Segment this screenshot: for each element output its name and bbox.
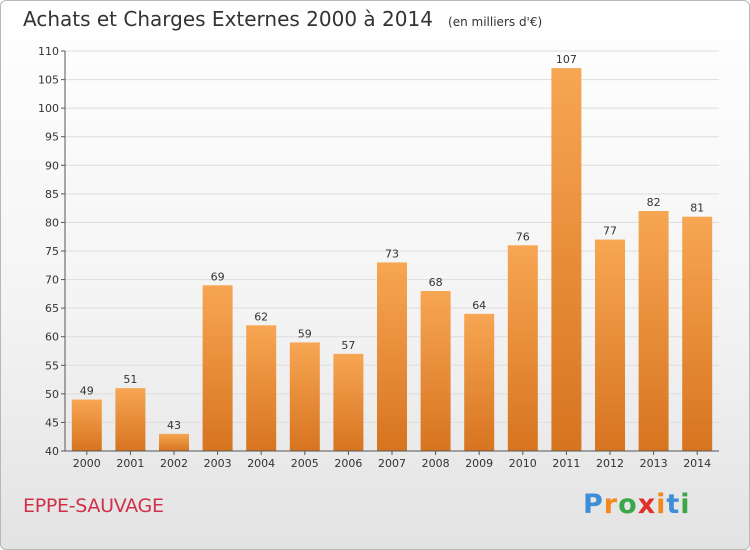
x-tick-label-2011: 2011 — [552, 457, 580, 470]
x-tick-label-2002: 2002 — [160, 457, 188, 470]
value-label-2013: 82 — [647, 196, 661, 209]
value-label-2006: 57 — [341, 339, 355, 352]
y-tick-label-65: 65 — [45, 302, 59, 315]
x-tick-label-2001: 2001 — [116, 457, 144, 470]
x-tick-label-2003: 2003 — [204, 457, 232, 470]
y-tick-label-60: 60 — [45, 331, 59, 344]
bar-2011 — [551, 68, 582, 452]
bar-2012 — [595, 239, 625, 451]
value-label-2014: 81 — [690, 202, 704, 215]
bar-2003 — [202, 285, 233, 451]
y-tick-label-90: 90 — [45, 159, 59, 172]
value-label-2009: 64 — [472, 299, 486, 312]
logo-letter-2: o — [618, 489, 638, 520]
logo-letter-6: i — [680, 489, 691, 520]
logo-letter-4: i — [656, 489, 667, 520]
value-label-2011: 107 — [556, 53, 577, 66]
x-tick-label-2009: 2009 — [465, 457, 493, 470]
logo-letter-0: P — [583, 489, 604, 520]
bar-2008 — [420, 291, 451, 451]
y-tick-label-100: 100 — [38, 102, 59, 115]
y-tick-label-85: 85 — [45, 188, 59, 201]
y-tick-label-110: 110 — [38, 45, 59, 58]
y-tick-label-80: 80 — [45, 216, 59, 229]
y-tick-label-40: 40 — [45, 445, 59, 458]
value-label-2004: 62 — [254, 310, 268, 323]
bar-2005 — [289, 342, 320, 451]
y-tick-label-50: 50 — [45, 388, 59, 401]
value-label-2000: 49 — [80, 385, 94, 398]
bar-2000 — [71, 399, 102, 451]
bar-2006 — [333, 353, 364, 451]
logo-letter-5: t — [666, 489, 681, 520]
x-tick-label-2014: 2014 — [683, 457, 711, 470]
y-tick-label-55: 55 — [45, 359, 59, 372]
bar-2013 — [638, 211, 669, 451]
municipality-name: EPPE-SAUVAGE — [23, 495, 164, 517]
value-label-2010: 76 — [516, 230, 530, 243]
x-tick-label-2010: 2010 — [509, 457, 537, 470]
y-tick-label-70: 70 — [45, 274, 59, 287]
y-tick-label-45: 45 — [45, 416, 59, 429]
chart-subtitle: (en milliers d'€) — [448, 15, 543, 29]
logo-letter-1: r — [603, 489, 619, 520]
x-tick-label-2012: 2012 — [596, 457, 624, 470]
bar-2001 — [115, 388, 146, 451]
value-label-2002: 43 — [167, 419, 181, 432]
x-tick-label-2013: 2013 — [640, 457, 668, 470]
x-tick-label-2000: 2000 — [73, 457, 101, 470]
proxiti-logo: Proxiti — [583, 489, 691, 520]
title-row: Achats et Charges Externes 2000 à 2014 (… — [23, 7, 542, 31]
value-label-2008: 68 — [429, 276, 443, 289]
x-tick-label-2004: 2004 — [247, 457, 275, 470]
chart-title: Achats et Charges Externes 2000 à 2014 — [23, 7, 433, 31]
x-tick-label-2005: 2005 — [291, 457, 319, 470]
value-label-2012: 77 — [603, 225, 617, 238]
value-label-2007: 73 — [385, 247, 399, 260]
value-label-2003: 69 — [211, 270, 225, 283]
bar-2014 — [682, 216, 713, 451]
y-tick-label-105: 105 — [38, 74, 59, 87]
bar-2004 — [246, 325, 277, 451]
bar-2002 — [159, 433, 189, 451]
y-tick-label-95: 95 — [45, 131, 59, 144]
x-tick-label-2007: 2007 — [378, 457, 406, 470]
bar-2007 — [377, 262, 407, 451]
bar-2010 — [507, 245, 538, 451]
x-tick-label-2008: 2008 — [422, 457, 450, 470]
value-label-2005: 59 — [298, 327, 312, 340]
logo-letter-3: x — [637, 489, 657, 520]
bar-2009 — [464, 313, 495, 451]
y-tick-label-75: 75 — [45, 245, 59, 258]
x-tick-label-2006: 2006 — [334, 457, 362, 470]
value-label-2001: 51 — [123, 373, 137, 386]
